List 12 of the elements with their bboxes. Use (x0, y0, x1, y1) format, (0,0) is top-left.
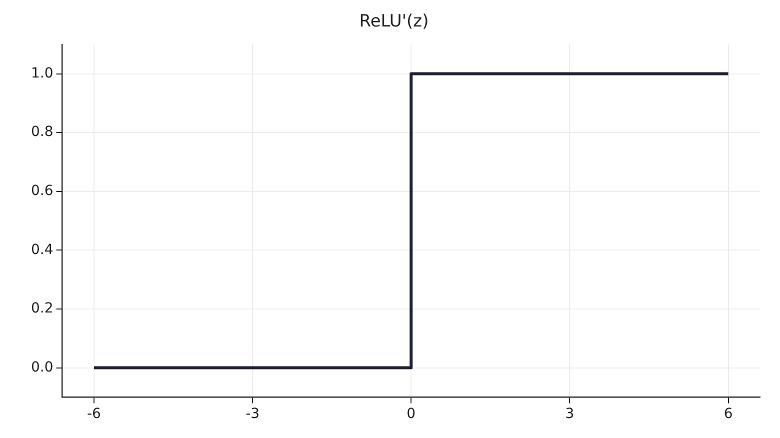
y-tick-label: 0.0 (31, 359, 54, 376)
x-tick-label: -3 (246, 406, 260, 422)
x-tick-label: 6 (724, 406, 733, 422)
x-tick-label: 0 (406, 406, 416, 422)
y-tick-label: 0.2 (31, 300, 54, 317)
y-tick-label: 0.8 (31, 124, 54, 140)
y-tick-label: 1.0 (31, 65, 54, 82)
chart-title: ReLU'(z) (359, 12, 429, 32)
y-tick-label: 0.4 (31, 242, 54, 258)
x-tick-label: 3 (565, 406, 574, 422)
x-tick-label: -6 (86, 406, 102, 422)
y-tick-label: 0.6 (31, 183, 54, 200)
